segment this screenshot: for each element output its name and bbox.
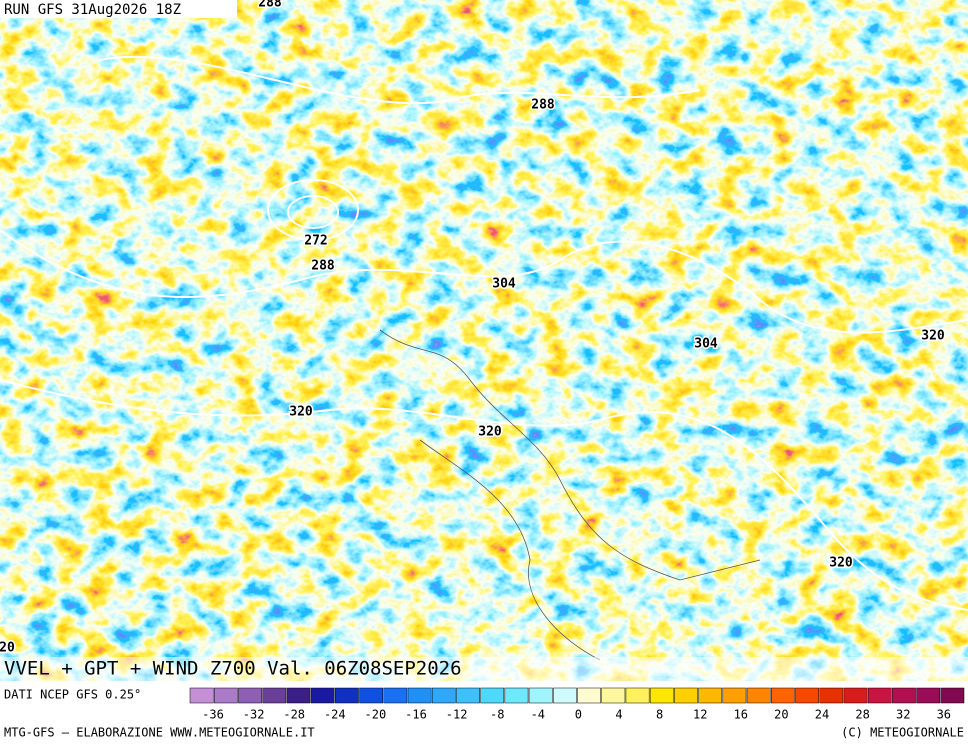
colorbar-box	[238, 687, 262, 704]
colorbar-tick-label: -36	[202, 708, 224, 722]
contour-label: 288	[258, 0, 282, 11]
colorbar-tick-label: -4	[531, 708, 545, 722]
contour-label: 320	[829, 556, 853, 571]
colorbar-tick-label: 36	[937, 708, 951, 722]
contour-label: 272	[304, 234, 327, 249]
colorbar-box	[892, 687, 916, 704]
colorbar-tick-label: 20	[774, 708, 788, 722]
colorbar-tick-label: -12	[446, 708, 468, 722]
colorbar-tick-label: -24	[324, 708, 346, 722]
colorbar-box	[722, 687, 747, 704]
geopotential-contours	[0, 55, 968, 611]
colorbar-box	[286, 687, 311, 704]
colorbar-box	[189, 687, 214, 704]
colorbar-box	[577, 687, 601, 704]
contour-label: 288	[531, 98, 555, 113]
colorbar-box	[698, 687, 723, 704]
colorbar: -36 -32 -28 -24 -20 -16 -12 -8 -4 0 4 8 12 16 20 24 28 32…	[189, 687, 965, 722]
contour-label: 20	[0, 641, 15, 656]
copyright-label: (C) METEOGIORNALE	[841, 726, 964, 740]
colorbar-box	[625, 687, 650, 704]
colorbar-box	[940, 687, 965, 704]
colorbar-tick-label: -32	[243, 708, 265, 722]
colorbar-tick-label: 12	[693, 708, 707, 722]
colorbar-box	[335, 687, 359, 704]
colorbar-box	[262, 687, 287, 704]
source-label: DATI NCEP GFS 0.25°	[4, 688, 141, 702]
colorbar-box	[916, 687, 941, 704]
run-label: RUN GFS 31Aug2026 18Z	[4, 2, 181, 18]
colorbar-box	[504, 687, 529, 704]
colorbar-tick-label: 0	[575, 708, 582, 722]
colorbar-box	[553, 687, 577, 704]
coastlines	[379, 329, 761, 661]
colorbar-box	[674, 687, 698, 704]
colorbar-box	[819, 687, 844, 704]
colorbar-tick-label: 28	[855, 708, 869, 722]
contour-label: 320	[921, 329, 945, 344]
colorbar-box	[843, 687, 868, 704]
colorbar-box	[649, 687, 674, 704]
colorbar-box	[407, 687, 432, 704]
colorbar-tick-label: 8	[656, 708, 663, 722]
colorbar-box	[310, 687, 335, 704]
colorbar-tick-label: -20	[365, 708, 387, 722]
colorbar-tick-label: -28	[283, 708, 305, 722]
colorbar-box	[795, 687, 819, 704]
colorbar-box	[867, 687, 892, 704]
title-band	[0, 657, 968, 681]
contour-label: 288	[311, 259, 335, 274]
vvel-field	[0, 0, 968, 681]
colorbar-box	[359, 687, 383, 704]
credit-label: MTG-GFS – ELABORAZIONE WWW.METEOGIORNALE…	[4, 726, 315, 740]
contour-label: 320	[289, 405, 313, 420]
colorbar-tick-label: -8	[490, 708, 504, 722]
colorbar-tick-label: 4	[615, 708, 622, 722]
colorbar-tick-label: 24	[815, 708, 829, 722]
colorbar-tick-label: -16	[405, 708, 427, 722]
header-box	[0, 0, 237, 18]
colorbar-box	[431, 687, 456, 704]
colorbar-box	[383, 687, 408, 704]
contour-label: 320	[478, 425, 502, 440]
contour-labels: 288 288 272 288 304 304 320 320 320 320 20	[0, 0, 946, 657]
colorbar-box	[601, 687, 626, 704]
map-title: VVEL + GPT + WIND Z700 Val. 06Z08SEP2026	[4, 658, 462, 680]
colorbar-box	[456, 687, 480, 704]
colorbar-box	[480, 687, 505, 704]
colorbar-tick-label: 32	[896, 708, 910, 722]
contour-label: 304	[492, 277, 516, 292]
colorbar-tick-label: 16	[734, 708, 748, 722]
colorbar-box	[528, 687, 553, 704]
colorbar-box	[771, 687, 795, 704]
colorbar-box	[746, 687, 771, 704]
contour-label: 304	[694, 337, 718, 352]
colorbar-box	[213, 687, 238, 704]
